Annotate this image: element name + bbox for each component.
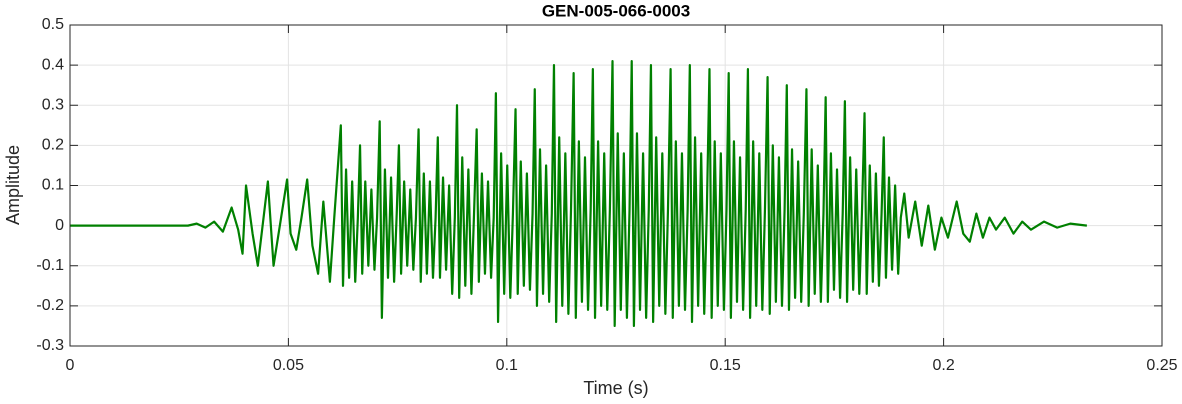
y-tick-label: -0.3 — [36, 337, 64, 354]
x-tick-label: 0 — [66, 357, 75, 374]
y-tick-label: 0.3 — [42, 96, 64, 113]
y-tick-label: -0.2 — [36, 297, 64, 314]
y-tick-label: -0.1 — [36, 257, 64, 274]
y-tick-label: 0.2 — [42, 137, 64, 154]
axes-box — [69, 24, 1163, 347]
y-tick-label: 0.5 — [42, 16, 64, 33]
y-tick-label: 0.1 — [42, 177, 64, 194]
chart-title: GEN-005-066-0003 — [542, 1, 690, 20]
y-tick-label: 0 — [55, 217, 64, 234]
x-tick-label: 0.25 — [1146, 357, 1177, 374]
waveform-line — [70, 60, 1088, 328]
y-axis-label: Amplitude — [3, 145, 23, 225]
x-tick-label: 0.1 — [496, 357, 518, 374]
x-tick-label: 0.15 — [710, 357, 741, 374]
x-tick-label: 0.05 — [273, 357, 304, 374]
x-axis-label: Time (s) — [583, 378, 648, 398]
y-tick-label: 0.4 — [42, 56, 64, 73]
x-tick-label: 0.2 — [932, 357, 954, 374]
